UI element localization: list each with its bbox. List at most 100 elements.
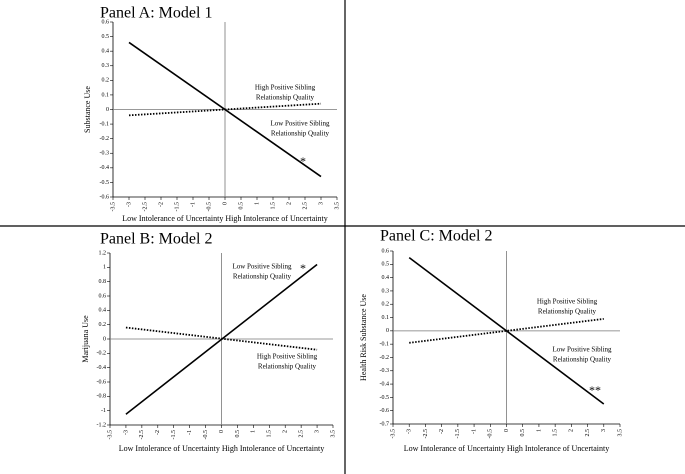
annotation: High Positive Sibling xyxy=(255,84,316,92)
panel-title: Panel C: Model 2 xyxy=(380,228,492,245)
x-tick-label: -1 xyxy=(190,202,196,207)
y-tick-label: -0.5 xyxy=(100,180,110,186)
annotation: * xyxy=(300,154,306,168)
x-tick-label: 3 xyxy=(601,429,607,432)
x-tick-label: -0.5 xyxy=(488,429,494,439)
x-tick-label: 1 xyxy=(254,202,260,205)
x-tick-label: -0.5 xyxy=(203,430,209,440)
x-tick-label: -3.5 xyxy=(390,429,396,439)
annotation: Low Positive Sibling xyxy=(552,346,612,354)
series-line xyxy=(128,102,322,117)
series-line xyxy=(409,317,604,344)
x-tick-label: -1.5 xyxy=(174,202,180,212)
x-tick-label: -2 xyxy=(158,202,164,207)
annotation: Low Positive Sibling xyxy=(232,263,292,271)
y-tick-label: 0.5 xyxy=(102,34,110,40)
y-tick-label: -0.3 xyxy=(380,368,390,374)
y-tick-label: -0.4 xyxy=(100,165,110,171)
x-tick-label: 2 xyxy=(286,202,292,205)
annotation: Relationship Quality xyxy=(538,308,597,316)
x-axis-label: Low Intolerance of Uncertainty High Into… xyxy=(404,444,609,453)
x-tick-label: 2.5 xyxy=(302,202,308,210)
x-tick-label: -3.5 xyxy=(107,430,113,440)
y-tick-label: -0.1 xyxy=(100,121,110,127)
y-tick-label: 0.6 xyxy=(382,248,390,254)
x-tick-label: -2.5 xyxy=(423,429,429,439)
x-tick-label: 1 xyxy=(536,429,542,432)
x-tick-label: 2 xyxy=(569,429,575,432)
y-tick-label: 1 xyxy=(103,265,106,271)
y-tick-label: 0.8 xyxy=(99,279,107,285)
y-tick-label: -0.2 xyxy=(100,136,110,142)
y-tick-label: 0.4 xyxy=(102,49,110,55)
y-tick-label: -0.6 xyxy=(100,194,110,200)
annotation: High Positive Sibling xyxy=(537,298,598,306)
y-tick-label: 0.3 xyxy=(102,63,110,69)
x-tick-label: 2.5 xyxy=(585,429,591,437)
y-tick-label: 0.6 xyxy=(99,293,107,299)
annotation: Relationship Quality xyxy=(553,356,612,364)
x-tick-label: -2.5 xyxy=(139,430,145,440)
x-tick-label: -3.5 xyxy=(110,202,116,212)
y-axis-label: Health Risk Substance Use xyxy=(359,294,368,381)
x-tick-label: 2 xyxy=(283,430,289,433)
y-tick-label: 0.1 xyxy=(102,92,110,98)
y-tick-label: 1.2 xyxy=(99,250,107,256)
y-tick-label: 0.4 xyxy=(382,275,390,281)
x-tick-label: -2 xyxy=(439,429,445,434)
y-tick-label: 0.2 xyxy=(99,322,107,328)
x-tick-label: 3.5 xyxy=(617,429,623,437)
y-tick-label: 0 xyxy=(386,328,389,334)
x-tick-label: 3.5 xyxy=(334,202,340,210)
x-tick-label: 0 xyxy=(219,430,225,433)
series-line xyxy=(408,257,605,405)
annotation: Relationship Quality xyxy=(256,94,315,102)
x-tick-label: 1.5 xyxy=(553,429,559,437)
series-line xyxy=(125,326,318,351)
x-axis-label: Low Intolerance of Uncertainty High Into… xyxy=(119,444,324,453)
y-tick-label: -1 xyxy=(101,408,106,414)
x-tick-label: -0.5 xyxy=(206,202,212,212)
y-tick-label: -0.1 xyxy=(380,342,390,348)
y-tick-label: 0.1 xyxy=(382,315,390,321)
annotation: Relationship Quality xyxy=(271,130,330,138)
y-tick-label: -0.2 xyxy=(97,351,107,357)
annotation: Relationship Quality xyxy=(258,363,317,371)
y-tick-label: -1.2 xyxy=(97,422,107,428)
y-tick-label: 0 xyxy=(106,107,109,113)
y-tick-label: 0.3 xyxy=(382,288,390,294)
x-tick-label: 3 xyxy=(314,430,320,433)
x-tick-label: 0.5 xyxy=(238,202,244,210)
x-axis-label: Low Intolerance of Uncertainty High Into… xyxy=(122,214,327,223)
panel-title: Panel A: Model 1 xyxy=(100,5,212,22)
x-tick-label: 0 xyxy=(222,202,228,205)
x-tick-label: 1.5 xyxy=(270,202,276,210)
annotation: High Positive Sibling xyxy=(257,353,318,361)
annotation: ** xyxy=(589,383,601,397)
y-tick-label: -0.5 xyxy=(380,395,390,401)
x-tick-label: 3 xyxy=(318,202,324,205)
panel-title: Panel B: Model 2 xyxy=(100,231,212,248)
x-tick-label: -2 xyxy=(155,430,161,435)
y-tick-label: 0.2 xyxy=(382,302,390,308)
y-tick-label: -0.7 xyxy=(380,421,390,427)
x-tick-label: -2.5 xyxy=(142,202,148,212)
y-tick-label: -0.6 xyxy=(97,379,107,385)
x-tick-label: 1.5 xyxy=(267,430,273,438)
x-tick-label: -1 xyxy=(187,430,193,435)
x-tick-label: 0 xyxy=(504,429,510,432)
x-tick-label: 3.5 xyxy=(330,430,336,438)
y-tick-label: -0.2 xyxy=(380,355,390,361)
x-tick-label: 2.5 xyxy=(299,430,305,438)
x-tick-label: 0.5 xyxy=(235,430,241,438)
y-tick-label: -0.4 xyxy=(97,365,107,371)
annotation: Low Positive Sibling xyxy=(270,120,330,128)
y-tick-label: 0.2 xyxy=(102,78,110,84)
y-tick-label: -0.6 xyxy=(380,408,390,414)
y-tick-label: 0.5 xyxy=(382,262,390,268)
y-tick-label: -0.4 xyxy=(380,381,390,387)
x-tick-label: -3 xyxy=(407,429,413,434)
y-tick-label: 0 xyxy=(103,336,106,342)
